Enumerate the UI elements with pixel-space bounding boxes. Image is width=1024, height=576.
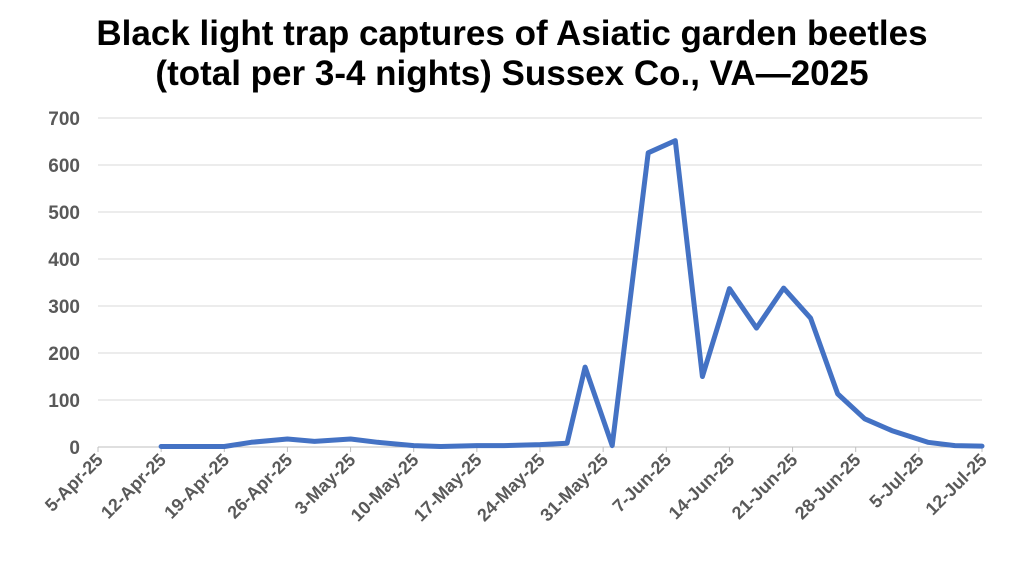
data-point [808,316,813,321]
data-point [952,443,957,448]
x-tick-label: 26-Apr-25 [223,450,296,523]
data-point [980,444,985,449]
series-group [158,138,985,449]
y-tick-label: 400 [48,250,80,271]
x-tick-label: 21-Jun-25 [728,450,802,524]
y-tick-label: 500 [48,203,80,224]
data-point [285,437,290,442]
data-point [565,441,570,446]
chart-title-line-1: Black light trap captures of Asiatic gar… [96,14,928,53]
x-tick-label: 5-Apr-25 [41,450,107,516]
y-tick-label: 300 [48,297,80,318]
x-tick-label: 31-May-25 [536,450,612,526]
x-tick-label: 17-May-25 [410,450,486,526]
data-point [646,150,651,155]
data-point [186,444,191,449]
x-axis: 5-Apr-2512-Apr-2519-Apr-2526-Apr-253-May… [41,447,991,525]
data-point [754,326,759,331]
data-point [583,365,588,370]
y-tick-label: 600 [48,156,80,177]
data-point [727,286,732,291]
series-line-0 [158,138,985,449]
gridlines [98,117,982,448]
y-tick-label: 100 [48,391,80,412]
data-point [222,444,227,449]
x-tick-label: 28-Jun-25 [791,450,865,524]
y-axis: 0 100 200 300 400 500 600 700 [48,109,80,459]
data-point [862,416,867,421]
x-tick-label: 12-Jul-25 [921,450,990,519]
x-tick-label: 10-May-25 [347,450,423,526]
x-tick-label: 7-Jun-25 [609,450,675,516]
data-point [538,442,543,447]
data-point [438,444,443,449]
data-point [501,443,506,448]
data-point [700,374,705,379]
x-tick-label: 24-May-25 [473,450,549,526]
data-point [673,138,678,143]
x-tick-label: 12-Apr-25 [97,450,170,523]
y-tick-label: 700 [48,109,80,130]
x-tick-label: 14-Jun-25 [665,450,739,524]
data-point [835,391,840,396]
data-point [348,437,353,442]
data-point [889,428,894,433]
chart-title-line-2: (total per 3-4 nights) Sussex Co., VA—20… [155,54,869,93]
data-point [411,443,416,448]
data-point [781,286,786,291]
data-point [159,444,164,449]
y-tick-label: 0 [69,438,80,459]
data-point [375,440,380,445]
x-tick-label: 19-Apr-25 [160,450,233,523]
data-point [249,440,254,445]
data-point [610,443,615,448]
y-tick-label: 200 [48,344,80,365]
chart-title: Black light trap captures of Asiatic gar… [0,14,1024,94]
x-tick-label: 5-Jul-25 [865,450,927,512]
data-point [925,440,930,445]
data-point [474,443,479,448]
data-point [312,439,317,444]
